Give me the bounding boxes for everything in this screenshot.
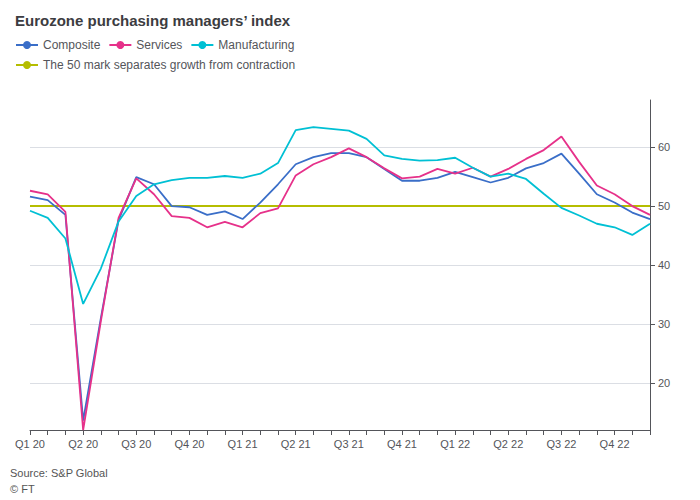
svg-text:Q4 21: Q4 21 [387,438,417,450]
svg-text:20: 20 [658,377,670,389]
svg-text:Q3 21: Q3 21 [334,438,364,450]
svg-text:Q3 22: Q3 22 [546,438,576,450]
svg-text:Source: S&P Global: Source: S&P Global [10,467,108,479]
svg-text:Q1 20: Q1 20 [15,438,45,450]
svg-text:Eurozone purchasing managers’: Eurozone purchasing managers’ index [15,12,291,29]
svg-text:Q3 20: Q3 20 [121,438,151,450]
svg-text:Q2 22: Q2 22 [493,438,523,450]
svg-text:Composite: Composite [43,38,101,52]
svg-text:Q4 22: Q4 22 [600,438,630,450]
svg-text:Q2 20: Q2 20 [68,438,98,450]
svg-text:40: 40 [658,259,670,271]
svg-text:Q1 21: Q1 21 [228,438,258,450]
svg-text:30: 30 [658,318,670,330]
svg-text:© FT: © FT [10,483,35,495]
svg-text:Services: Services [136,38,182,52]
svg-text:50: 50 [658,200,670,212]
svg-text:Manufacturing: Manufacturing [218,38,294,52]
svg-text:Q2 21: Q2 21 [281,438,311,450]
svg-text:Q1 22: Q1 22 [440,438,470,450]
svg-text:Q4 20: Q4 20 [174,438,204,450]
svg-text:60: 60 [658,141,670,153]
svg-text:The 50 mark separates growth f: The 50 mark separates growth from contra… [43,58,295,72]
